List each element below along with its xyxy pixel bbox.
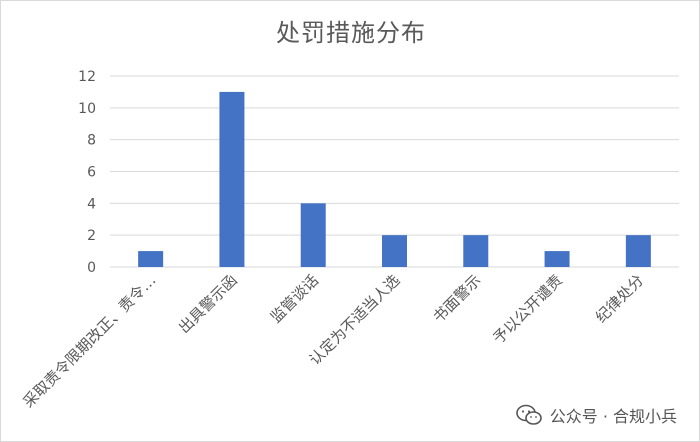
x-tick-label: 采取责令限期改正、责令… bbox=[19, 271, 159, 411]
bar bbox=[544, 251, 570, 267]
x-tick-label: 书面警示 bbox=[429, 271, 484, 326]
x-tick-label: 纪律处分 bbox=[592, 271, 647, 326]
y-tick-label: 2 bbox=[87, 228, 96, 244]
x-tick-label: 认定为不适当人选 bbox=[306, 271, 404, 369]
y-tick-label: 6 bbox=[87, 165, 96, 181]
y-tick-label: 4 bbox=[87, 196, 96, 212]
wechat-icon bbox=[515, 404, 542, 425]
watermark: 公众号 · 合规小兵 bbox=[515, 403, 677, 427]
y-tick-label: 10 bbox=[78, 101, 96, 117]
x-tick-label: 监管谈话 bbox=[267, 271, 322, 326]
bar bbox=[300, 203, 326, 267]
y-tick-label: 8 bbox=[87, 133, 96, 149]
bar bbox=[138, 251, 164, 267]
y-tick-label: 0 bbox=[87, 260, 96, 276]
watermark-text: 公众号 · 合规小兵 bbox=[549, 407, 677, 426]
bar bbox=[219, 91, 245, 268]
x-tick-label: 出具警示函 bbox=[175, 271, 241, 337]
x-tick-label: 予以公开谴责 bbox=[490, 271, 566, 347]
chart-title: 处罚措施分布 bbox=[276, 19, 426, 47]
y-tick-label: 12 bbox=[78, 69, 96, 85]
bar bbox=[625, 235, 651, 267]
bar bbox=[382, 235, 407, 267]
bar bbox=[463, 235, 489, 267]
